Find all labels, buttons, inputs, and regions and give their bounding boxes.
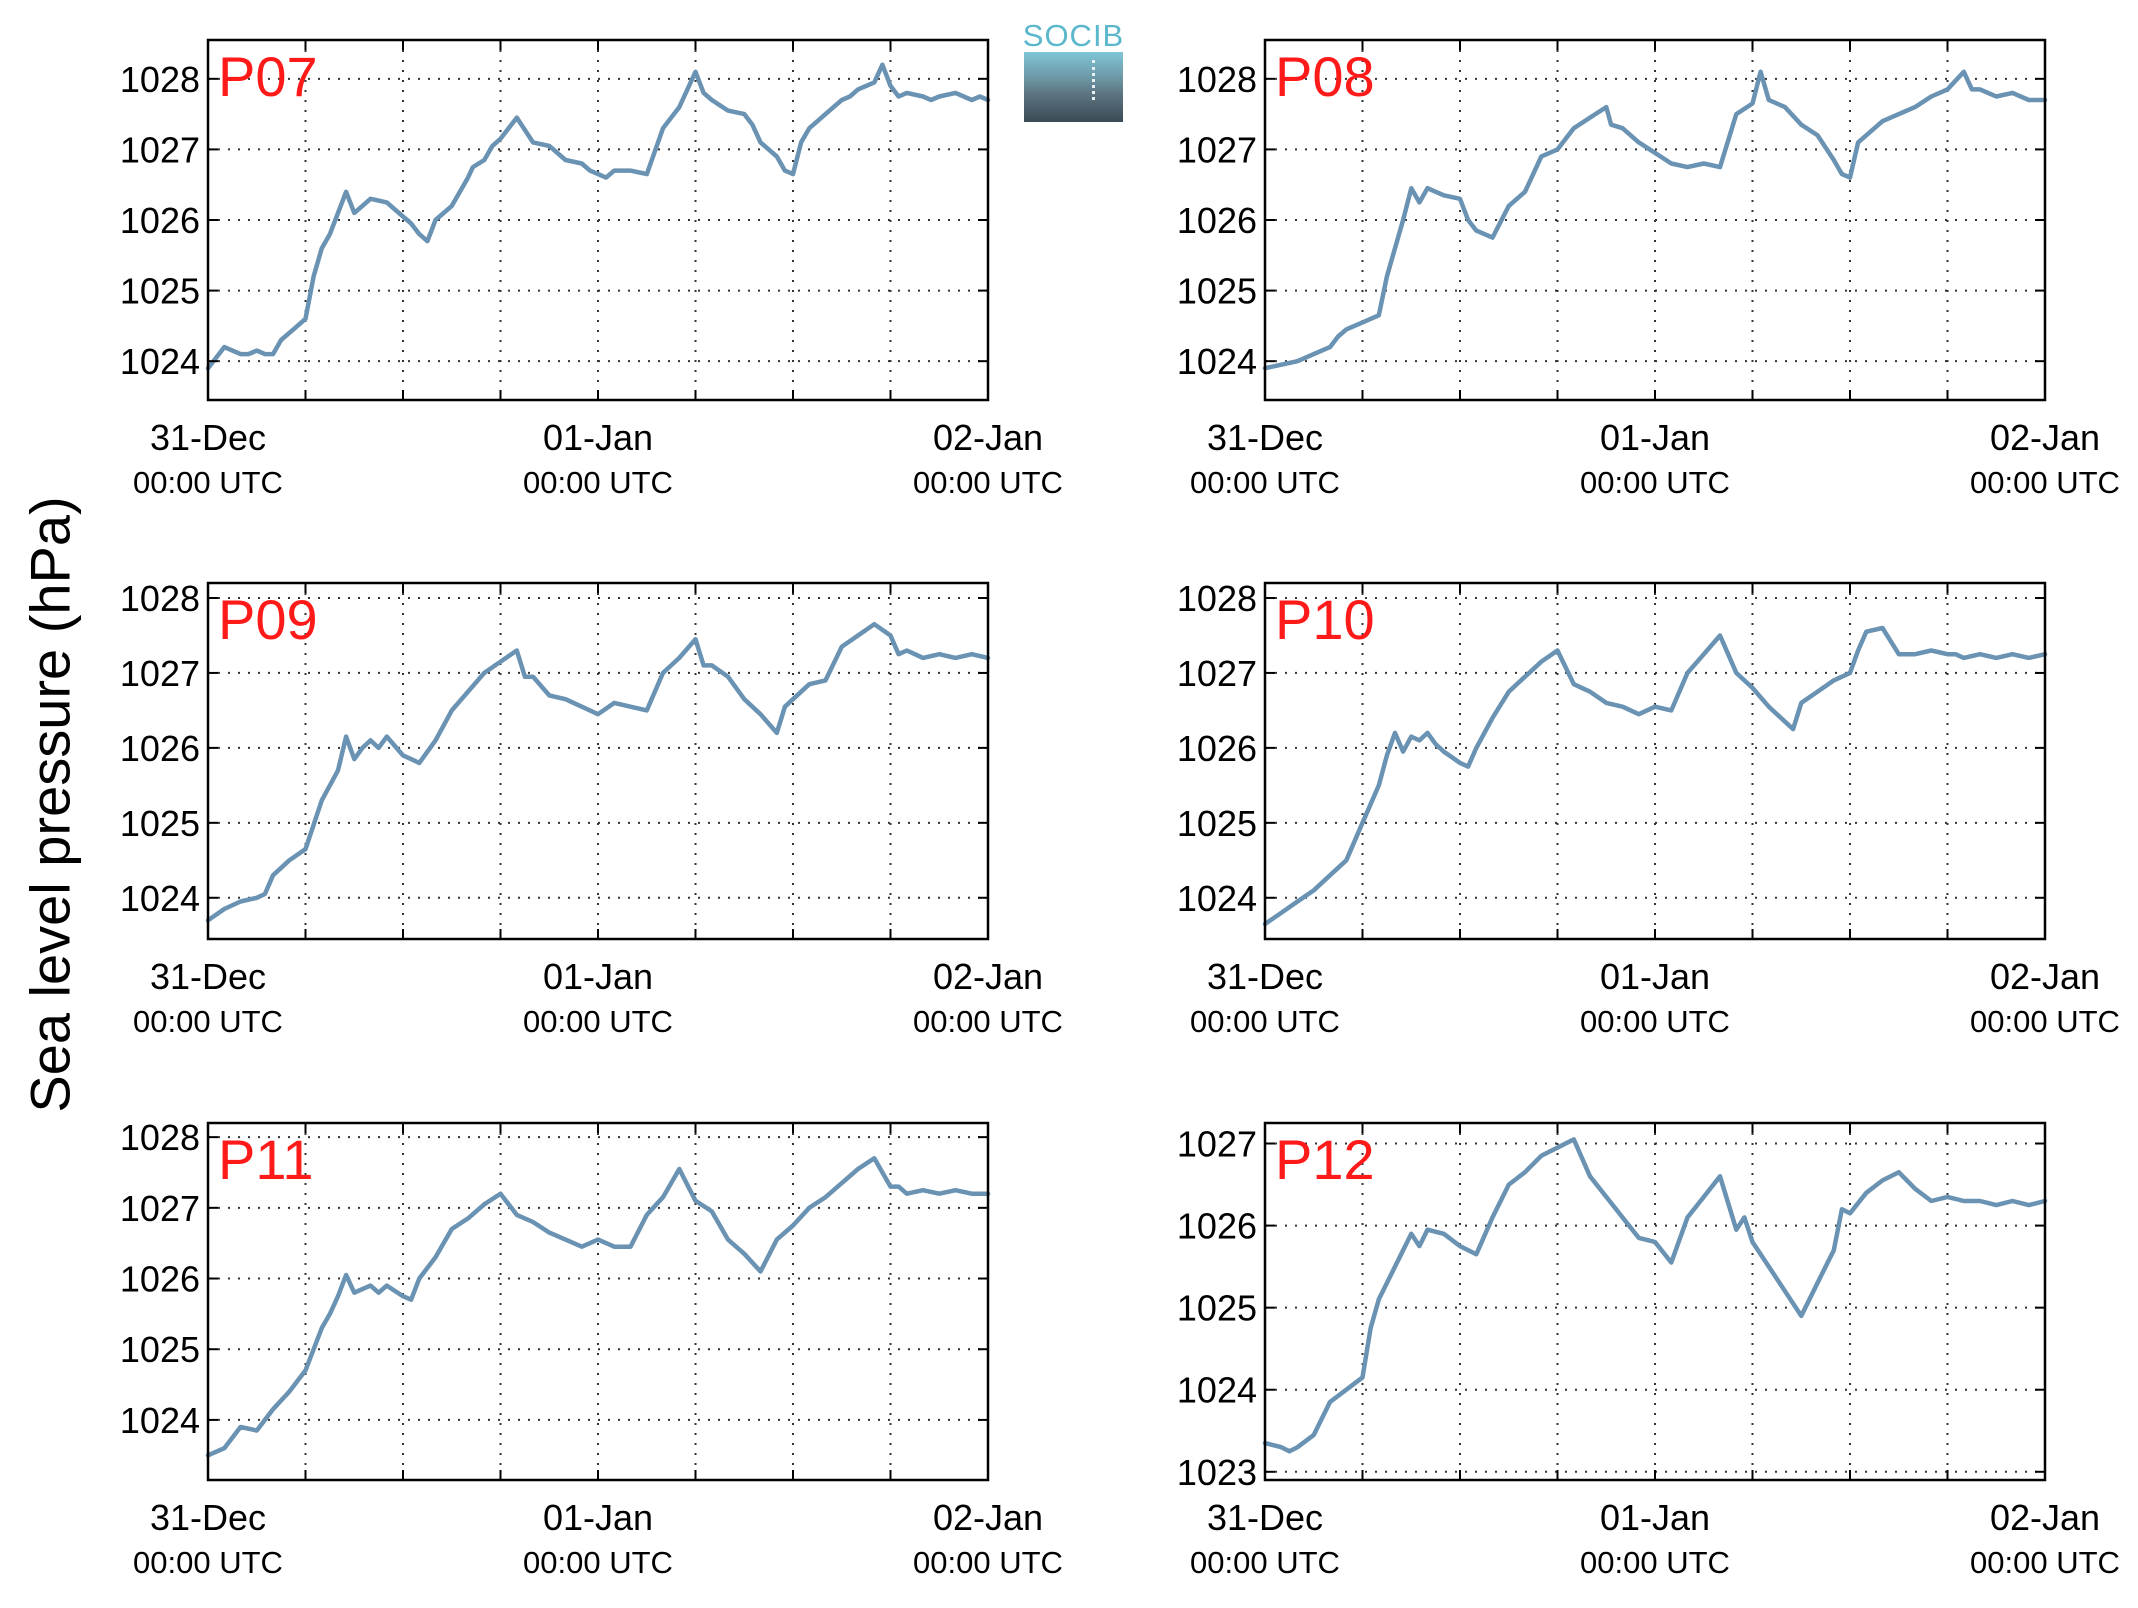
x-tick-sublabel: 00:00 UTC: [133, 1004, 283, 1039]
x-tick-sublabel: 00:00 UTC: [1970, 1545, 2120, 1580]
x-tick-sublabel: 00:00 UTC: [913, 1004, 1063, 1039]
series-line: [1262, 69, 2048, 371]
panel-p08: 1024 1025 1026 1027 1028 31-Dec 00:00 UTC 01-Ja…: [1177, 38, 2120, 500]
x-tick-sublabel: 00:00 UTC: [1580, 465, 1730, 500]
y-tick-label: 1025: [120, 803, 200, 844]
y-tick-label: 1024: [1177, 878, 1257, 919]
y-tick-label: 1026: [120, 1259, 200, 1300]
series-line: [205, 1156, 991, 1458]
y-tick-label: 1027: [120, 653, 200, 694]
y-tick-label: 1023: [1177, 1452, 1257, 1493]
panel-p10: 1024 1025 1026 1027 1028 31-Dec 00:00 UTC 01-Ja…: [1177, 578, 2120, 1039]
logo-text: SOCIB: [1022, 18, 1125, 53]
station-label: P10: [1275, 588, 1375, 651]
y-tick-label: 1027: [1177, 653, 1257, 694]
x-tick-sublabel: 00:00 UTC: [1190, 1545, 1340, 1580]
station-label: P08: [1275, 45, 1375, 108]
y-tick-label: 1027: [120, 129, 200, 170]
y-tick-label: 1025: [120, 271, 200, 312]
station-label: P11: [218, 1128, 313, 1191]
y-tick-label: 1026: [120, 200, 200, 241]
y-tick-label: 1024: [120, 878, 200, 919]
x-tick-sublabel: 00:00 UTC: [133, 465, 283, 500]
y-tick-label: 1024: [1177, 1370, 1257, 1411]
x-tick-sublabel: 00:00 UTC: [1970, 1004, 2120, 1039]
series-line: [1262, 1137, 2048, 1454]
panel-p07: 1024 1025 1026 1027 1028 31-Dec 00:00 UTC 01-Ja…: [120, 38, 1063, 500]
y-tick-label: 1024: [120, 341, 200, 382]
socib-logo: SOCIB: [1022, 18, 1125, 122]
y-tick-label: 1027: [1177, 129, 1257, 170]
x-tick-sublabel: 00:00 UTC: [523, 1004, 673, 1039]
station-label: P09: [218, 588, 318, 651]
series-line: [205, 62, 991, 371]
panel-p12: 1023 1024 1025 1026 1027 31-Dec 00:00 UTC 01-Ja…: [1177, 1121, 2120, 1580]
x-tick-sublabel: 00:00 UTC: [523, 1545, 673, 1580]
x-tick-sublabel: 00:00 UTC: [1970, 465, 2120, 500]
plot-frame: [206, 1121, 990, 1482]
y-tick-label: 1026: [1177, 1206, 1257, 1247]
x-tick-sublabel: 00:00 UTC: [523, 465, 673, 500]
x-tick-sublabel: 00:00 UTC: [1580, 1004, 1730, 1039]
x-tick-label: 31-Dec: [150, 956, 266, 997]
y-tick-label: 1025: [1177, 803, 1257, 844]
y-tick-label: 1026: [1177, 200, 1257, 241]
y-tick-label: 1028: [120, 59, 200, 100]
series-line: [1262, 625, 2048, 927]
y-tick-label: 1028: [1177, 59, 1257, 100]
x-tick-sublabel: 00:00 UTC: [1190, 465, 1340, 500]
x-tick-label: 01-Jan: [543, 417, 653, 458]
x-tick-label: 02-Jan: [933, 1497, 1043, 1538]
x-tick-label: 01-Jan: [1600, 417, 1710, 458]
x-tick-label: 01-Jan: [1600, 1497, 1710, 1538]
y-tick-label: 1028: [120, 1117, 200, 1158]
y-tick-label: 1024: [120, 1400, 200, 1441]
x-tick-label: 02-Jan: [933, 956, 1043, 997]
station-label: P12: [1275, 1128, 1375, 1191]
x-tick-label: 31-Dec: [150, 417, 266, 458]
plot-frame: [1263, 1121, 2047, 1482]
y-tick-label: 1027: [1177, 1124, 1257, 1165]
station-label: P07: [218, 45, 318, 108]
x-tick-sublabel: 00:00 UTC: [913, 1545, 1063, 1580]
y-tick-label: 1028: [1177, 578, 1257, 619]
y-tick-label: 1028: [120, 578, 200, 619]
series-line: [205, 621, 991, 923]
y-tick-label: 1025: [120, 1329, 200, 1370]
x-tick-label: 01-Jan: [543, 1497, 653, 1538]
x-tick-label: 02-Jan: [1990, 417, 2100, 458]
y-tick-label: 1025: [1177, 1288, 1257, 1329]
y-tick-label: 1025: [1177, 271, 1257, 312]
panel-p09: 1024 1025 1026 1027 1028 31-Dec 00:00 UTC 01-Ja…: [120, 578, 1063, 1039]
x-tick-label: 01-Jan: [1600, 956, 1710, 997]
x-tick-sublabel: 00:00 UTC: [133, 1545, 283, 1580]
y-tick-label: 1026: [1177, 728, 1257, 769]
x-tick-label: 01-Jan: [543, 956, 653, 997]
y-tick-label: 1027: [120, 1188, 200, 1229]
x-tick-label: 31-Dec: [150, 1497, 266, 1538]
x-tick-label: 31-Dec: [1207, 417, 1323, 458]
plot-frame: [1263, 581, 2047, 941]
x-tick-sublabel: 00:00 UTC: [913, 465, 1063, 500]
logo-dots: [1092, 60, 1095, 100]
x-tick-sublabel: 00:00 UTC: [1190, 1004, 1340, 1039]
x-tick-label: 02-Jan: [1990, 1497, 2100, 1538]
logo-box: [1024, 52, 1123, 122]
x-tick-label: 02-Jan: [933, 417, 1043, 458]
panel-p11: 1024 1025 1026 1027 1028 31-Dec 00:00 UTC 01-Ja…: [120, 1117, 1063, 1580]
x-tick-label: 02-Jan: [1990, 956, 2100, 997]
y-tick-label: 1024: [1177, 341, 1257, 382]
y-tick-label: 1026: [120, 728, 200, 769]
x-tick-sublabel: 00:00 UTC: [1580, 1545, 1730, 1580]
plot-frame: [206, 581, 990, 941]
x-tick-label: 31-Dec: [1207, 1497, 1323, 1538]
x-tick-label: 31-Dec: [1207, 956, 1323, 997]
